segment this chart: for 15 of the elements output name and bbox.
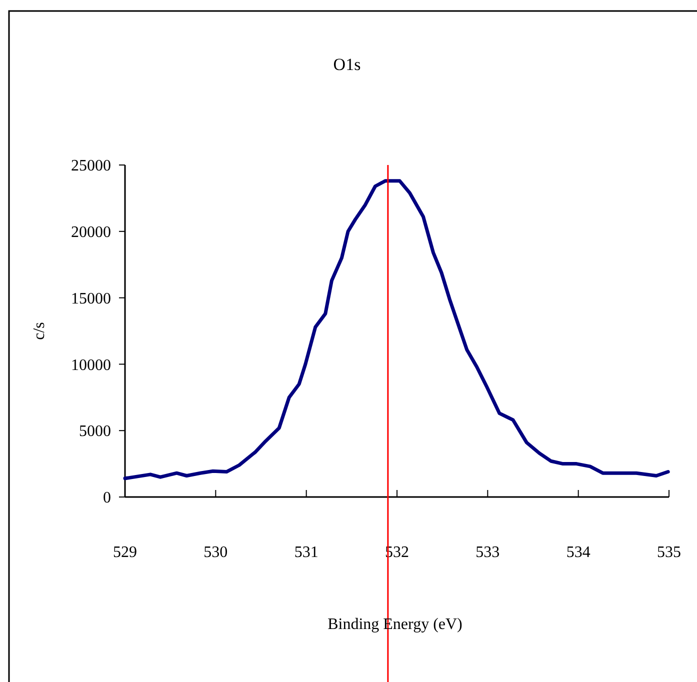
y-tick-label: 0 [103, 490, 111, 507]
x-tick-label: 533 [476, 544, 500, 561]
y-tick-label: 25000 [71, 158, 111, 175]
y-tick-label: 10000 [71, 356, 111, 374]
y-tick-label: 15000 [71, 290, 111, 308]
x-tick-label: 534 [566, 544, 590, 561]
x-tick-label: 530 [204, 544, 228, 561]
y-tick-label: 5000 [79, 423, 111, 440]
line-series [123, 179, 670, 480]
chart-title: O1s [333, 55, 361, 74]
y-axis-title: c/s [31, 322, 48, 340]
y-tick-label: 20000 [71, 224, 111, 241]
x-tick-label: 535 [657, 544, 681, 561]
x-tick-label: 531 [294, 544, 318, 561]
x-tick-label: 529 [113, 544, 137, 561]
